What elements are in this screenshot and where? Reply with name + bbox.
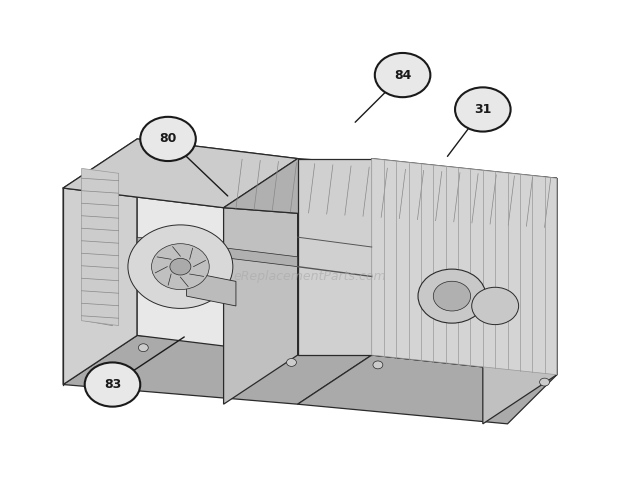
Circle shape [418, 269, 486, 323]
Polygon shape [224, 159, 298, 404]
Circle shape [170, 258, 191, 275]
Polygon shape [372, 159, 557, 375]
Polygon shape [372, 159, 557, 375]
Text: eReplacementParts.com: eReplacementParts.com [234, 270, 386, 283]
Circle shape [128, 225, 233, 308]
Text: 31: 31 [474, 103, 492, 116]
Text: 80: 80 [159, 132, 177, 145]
Polygon shape [187, 272, 236, 306]
Text: 84: 84 [394, 69, 411, 82]
Circle shape [140, 117, 196, 161]
Circle shape [138, 344, 148, 352]
Polygon shape [63, 139, 137, 384]
Circle shape [85, 363, 140, 407]
Circle shape [373, 361, 383, 369]
Polygon shape [82, 168, 118, 326]
Circle shape [433, 281, 471, 311]
Polygon shape [63, 139, 298, 207]
Polygon shape [137, 237, 298, 267]
Polygon shape [298, 159, 372, 355]
Circle shape [539, 378, 549, 386]
Circle shape [375, 53, 430, 97]
Circle shape [151, 244, 209, 289]
Circle shape [286, 359, 296, 367]
Polygon shape [224, 159, 557, 227]
Polygon shape [137, 139, 298, 355]
Polygon shape [483, 178, 557, 424]
Circle shape [472, 288, 518, 325]
Text: 83: 83 [104, 378, 121, 391]
Polygon shape [63, 335, 372, 404]
Circle shape [455, 87, 511, 131]
Polygon shape [298, 355, 557, 424]
